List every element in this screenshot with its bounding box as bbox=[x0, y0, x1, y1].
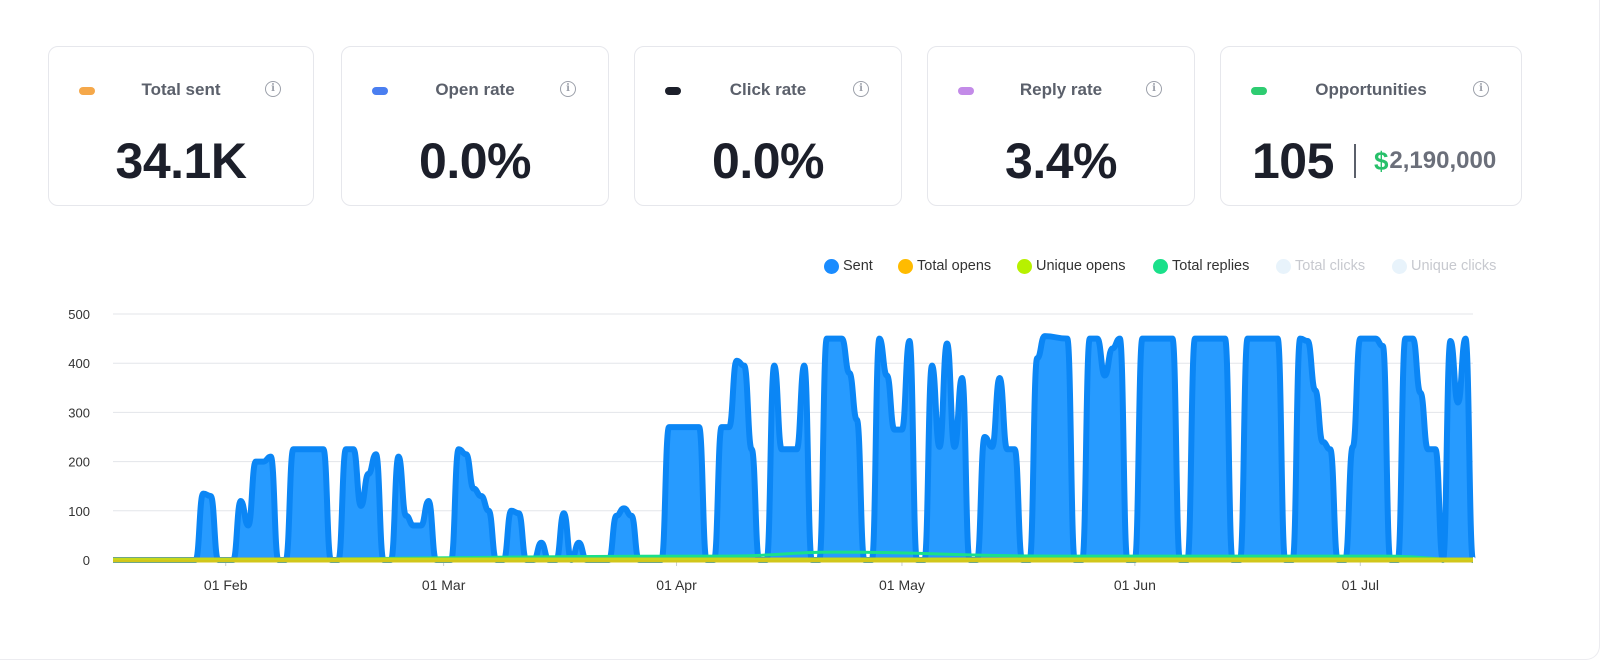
opportunities-count: 105 bbox=[1252, 133, 1334, 189]
card-title: Click rate bbox=[729, 80, 807, 99]
y-tick-label: 100 bbox=[68, 504, 90, 519]
legend-dot bbox=[898, 258, 913, 274]
info-icon[interactable]: i bbox=[1146, 81, 1162, 97]
sent-area bbox=[113, 336, 1473, 560]
reply-rate-value: 3.4% bbox=[1005, 133, 1117, 189]
card-total-sent: Total sent i 34.1K bbox=[48, 46, 314, 206]
reply-rate-swatch bbox=[958, 87, 974, 95]
x-tick-label: 01 Feb bbox=[204, 577, 248, 593]
card-title: Open rate bbox=[435, 80, 515, 99]
total-sent-swatch bbox=[79, 87, 95, 95]
card-title: Opportunities bbox=[1315, 80, 1427, 99]
y-tick-label: 500 bbox=[68, 307, 90, 322]
legend-item-total-opens[interactable]: Total opens bbox=[898, 256, 991, 276]
info-icon[interactable]: i bbox=[853, 81, 869, 97]
legend-dot bbox=[1392, 258, 1407, 274]
opportunities-value: 105 $ 2,190,000 bbox=[1252, 133, 1496, 189]
legend-dot bbox=[1276, 258, 1291, 274]
legend-label: Total replies bbox=[1172, 258, 1250, 274]
legend-label: Unique clicks bbox=[1411, 258, 1497, 274]
open-rate-swatch bbox=[372, 87, 388, 95]
legend-item-unique-opens[interactable]: Unique opens bbox=[1017, 256, 1126, 276]
y-tick-label: 300 bbox=[68, 405, 90, 420]
legend-label: Total opens bbox=[917, 258, 992, 274]
legend-label: Sent bbox=[843, 258, 873, 274]
activity-chart: 0 100 200 300 400 500 01 Feb 01 Mar 01 Apr 01 May… bbox=[68, 307, 1476, 593]
card-reply-rate: Reply rate i 3.4% bbox=[927, 46, 1195, 206]
click-rate-swatch bbox=[665, 87, 681, 95]
legend-item-total-replies[interactable]: Total replies bbox=[1153, 256, 1249, 276]
metric-cards: Total sent i 34.1K Open rate i 0.0% Clic… bbox=[48, 46, 1560, 208]
x-tick-label: 01 Jun bbox=[1114, 577, 1156, 593]
legend-item-sent[interactable]: Sent bbox=[824, 256, 873, 276]
info-icon[interactable]: i bbox=[265, 81, 281, 97]
total-sent-value: 34.1K bbox=[115, 133, 247, 189]
open-rate-value: 0.0% bbox=[419, 133, 531, 189]
legend-label: Unique opens bbox=[1036, 258, 1126, 274]
card-click-rate: Click rate i 0.0% bbox=[634, 46, 902, 206]
value-divider bbox=[1353, 144, 1356, 178]
info-icon[interactable]: i bbox=[1473, 81, 1489, 97]
x-tick-label: 01 Apr bbox=[656, 577, 697, 593]
card-title: Reply rate bbox=[1019, 80, 1103, 99]
legend-dot bbox=[1017, 258, 1032, 274]
legend-dot bbox=[1153, 258, 1168, 274]
y-tick-label: 400 bbox=[68, 356, 90, 371]
legend-dot bbox=[824, 258, 839, 274]
opportunities-swatch bbox=[1251, 87, 1267, 95]
x-tick-label: 01 May bbox=[879, 577, 925, 593]
y-tick-label: 0 bbox=[83, 553, 90, 568]
card-opportunities: Opportunities i 105 $ 2,190,000 bbox=[1220, 46, 1522, 206]
y-tick-label: 200 bbox=[68, 455, 90, 470]
legend-label: Total clicks bbox=[1295, 258, 1366, 274]
x-tick-label: 01 Mar bbox=[422, 577, 466, 593]
card-open-rate: Open rate i 0.0% bbox=[341, 46, 609, 206]
legend-item-total-clicks[interactable]: Total clicks bbox=[1276, 256, 1365, 276]
legend-item-unique-clicks[interactable]: Unique clicks bbox=[1392, 256, 1496, 276]
x-tick-label: 01 Jul bbox=[1342, 577, 1379, 593]
opportunities-amount: 2,190,000 bbox=[1389, 147, 1497, 174]
currency-symbol: $ bbox=[1373, 145, 1389, 176]
info-icon[interactable]: i bbox=[560, 81, 576, 97]
click-rate-value: 0.0% bbox=[712, 133, 824, 189]
card-title: Total sent bbox=[141, 80, 221, 99]
